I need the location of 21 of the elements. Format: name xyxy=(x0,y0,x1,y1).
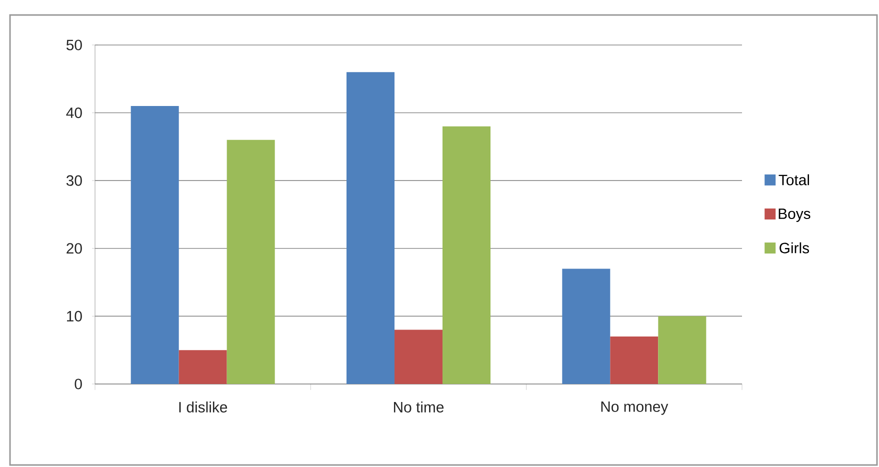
y-tick-label: 50 xyxy=(66,40,82,50)
bar xyxy=(562,268,610,384)
y-tick-label: 30 xyxy=(66,175,82,186)
y-tick-label: 20 xyxy=(66,243,82,254)
bar xyxy=(226,140,275,384)
x-tick-label: No time xyxy=(394,402,444,412)
y-tick-label: 10 xyxy=(67,310,82,322)
bar xyxy=(610,336,658,384)
bar xyxy=(658,316,706,384)
bar xyxy=(178,350,227,384)
bar xyxy=(130,106,179,384)
y-tick-label: 0 xyxy=(74,378,82,390)
legend-label: Girls xyxy=(780,242,810,254)
x-tick-label: I dislike xyxy=(179,402,228,412)
legend-label: Boys xyxy=(778,208,810,222)
bar xyxy=(346,72,395,384)
legend-label: Total xyxy=(778,174,809,186)
x-tick-label: No money xyxy=(601,402,668,415)
bar xyxy=(442,126,491,384)
bar xyxy=(394,330,443,384)
y-tick-label: 40 xyxy=(66,107,82,118)
